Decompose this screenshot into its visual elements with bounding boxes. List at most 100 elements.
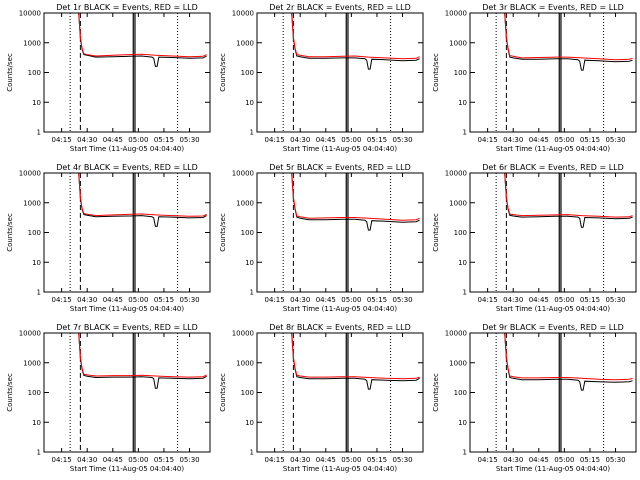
chart-panel: Det 1r BLACK = Events, RED = LLD 1 10 100 10… bbox=[6, 3, 211, 153]
series-line-events bbox=[291, 12, 420, 70]
x-axis-label: Start Time (11-Aug-05 04:04:40) bbox=[283, 305, 397, 313]
x-tick-label: 04:15 bbox=[265, 456, 285, 464]
chart-panel: Det 2r BLACK = Events, RED = LLD 1 10 100 10… bbox=[219, 3, 424, 153]
x-axis-label: Start Time (11-Aug-05 04:04:40) bbox=[496, 305, 610, 313]
x-axis-label: Start Time (11-Aug-05 04:04:40) bbox=[496, 145, 610, 153]
x-tick-label: 04:45 bbox=[529, 136, 549, 144]
x-tick-label: 05:30 bbox=[179, 296, 199, 304]
chart-title: Det 5r BLACK = Events, RED = LLD bbox=[269, 163, 411, 172]
plot-frame bbox=[43, 12, 211, 133]
y-tick-label: 100 bbox=[241, 69, 254, 77]
chart-title: Det 7r BLACK = Events, RED = LLD bbox=[56, 323, 198, 332]
x-tick-label: 04:45 bbox=[103, 296, 123, 304]
x-tick-label: 04:30 bbox=[77, 136, 97, 144]
chart-panel: Det 5r BLACK = Events, RED = LLD 1 10 100 10… bbox=[219, 163, 424, 313]
x-tick-label: 05:30 bbox=[392, 456, 412, 464]
chart-title: Det 6r BLACK = Events, RED = LLD bbox=[482, 163, 624, 172]
x-tick-label: 04:30 bbox=[77, 296, 97, 304]
x-tick-label: 04:15 bbox=[52, 296, 72, 304]
chart-title: Det 4r BLACK = Events, RED = LLD bbox=[56, 163, 198, 172]
y-axis-label: Counts/sec bbox=[219, 53, 227, 92]
plot-frame bbox=[43, 332, 211, 453]
x-tick-label: 04:45 bbox=[316, 456, 336, 464]
chart-panel: Det 4r BLACK = Events, RED = LLD 1 10 100 10… bbox=[6, 163, 211, 313]
y-tick-label: 10000 bbox=[232, 10, 254, 18]
x-axis-label: Start Time (11-Aug-05 04:04:40) bbox=[283, 465, 397, 473]
y-tick-label: 100 bbox=[454, 389, 467, 397]
series-line-events bbox=[291, 172, 420, 231]
chart-panel: Det 6r BLACK = Events, RED = LLD 1 10 100 10… bbox=[432, 163, 637, 313]
y-axis-label: Counts/sec bbox=[6, 53, 14, 92]
y-tick-label: 100 bbox=[28, 229, 41, 237]
y-tick-label: 1 bbox=[250, 449, 254, 457]
x-tick-label: 04:15 bbox=[478, 296, 498, 304]
y-tick-label: 1000 bbox=[449, 39, 467, 47]
y-tick-label: 1000 bbox=[449, 199, 467, 207]
y-tick-label: 1 bbox=[463, 449, 467, 457]
x-tick-label: 05:00 bbox=[341, 456, 361, 464]
y-tick-label: 10 bbox=[245, 99, 254, 107]
x-axis-label: Start Time (11-Aug-05 04:04:40) bbox=[496, 465, 610, 473]
x-tick-label: 05:15 bbox=[580, 456, 600, 464]
x-tick-label: 05:00 bbox=[341, 136, 361, 144]
y-axis-label: Counts/sec bbox=[219, 213, 227, 252]
y-tick-label: 10000 bbox=[232, 170, 254, 178]
y-tick-label: 1000 bbox=[236, 359, 254, 367]
series-line-events bbox=[504, 12, 633, 71]
y-tick-label: 10000 bbox=[232, 330, 254, 338]
y-tick-label: 1000 bbox=[449, 359, 467, 367]
y-tick-label: 10000 bbox=[19, 10, 41, 18]
x-tick-label: 05:00 bbox=[128, 456, 148, 464]
y-tick-label: 10 bbox=[458, 99, 467, 107]
series-line-lld bbox=[291, 332, 420, 380]
y-tick-label: 100 bbox=[241, 389, 254, 397]
y-tick-label: 10000 bbox=[445, 330, 467, 338]
x-tick-label: 05:15 bbox=[154, 296, 174, 304]
chart-panel: Det 3r BLACK = Events, RED = LLD 1 10 100 10… bbox=[432, 3, 637, 153]
series-line-lld bbox=[291, 12, 420, 60]
y-tick-label: 1 bbox=[37, 129, 41, 137]
y-tick-label: 1000 bbox=[236, 39, 254, 47]
series-line-lld bbox=[504, 332, 633, 381]
plot-frame bbox=[256, 332, 424, 453]
y-tick-label: 1 bbox=[463, 289, 467, 297]
x-tick-label: 04:30 bbox=[290, 456, 310, 464]
series-line-events bbox=[291, 332, 420, 390]
x-tick-label: 05:15 bbox=[367, 296, 387, 304]
x-tick-label: 05:00 bbox=[554, 136, 574, 144]
y-tick-label: 10 bbox=[458, 259, 467, 267]
y-tick-label: 1000 bbox=[23, 199, 41, 207]
x-tick-label: 04:30 bbox=[503, 136, 523, 144]
y-tick-label: 1 bbox=[37, 449, 41, 457]
plot-frame bbox=[43, 172, 211, 293]
y-tick-label: 10000 bbox=[19, 170, 41, 178]
plot-frame bbox=[469, 332, 637, 453]
x-tick-label: 05:15 bbox=[580, 296, 600, 304]
x-tick-label: 04:30 bbox=[290, 296, 310, 304]
x-axis-label: Start Time (11-Aug-05 04:04:40) bbox=[70, 145, 184, 153]
x-tick-label: 05:30 bbox=[179, 136, 199, 144]
y-tick-label: 10 bbox=[32, 99, 41, 107]
y-tick-label: 100 bbox=[454, 229, 467, 237]
y-axis-label: Counts/sec bbox=[6, 373, 14, 412]
y-tick-label: 100 bbox=[28, 69, 41, 77]
x-tick-label: 05:15 bbox=[580, 136, 600, 144]
x-tick-label: 04:45 bbox=[529, 296, 549, 304]
plot-frame bbox=[256, 12, 424, 133]
x-tick-label: 05:00 bbox=[128, 296, 148, 304]
chart-title: Det 9r BLACK = Events, RED = LLD bbox=[482, 323, 624, 332]
y-axis-label: Counts/sec bbox=[6, 213, 14, 252]
y-tick-label: 10 bbox=[245, 259, 254, 267]
y-axis-label: Counts/sec bbox=[432, 373, 440, 412]
series-line-events bbox=[78, 12, 207, 67]
y-tick-label: 100 bbox=[454, 69, 467, 77]
series-line-lld bbox=[78, 12, 207, 58]
y-tick-label: 1 bbox=[463, 129, 467, 137]
chart-panel: Det 9r BLACK = Events, RED = LLD 1 10 100 10… bbox=[432, 323, 637, 473]
x-tick-label: 05:30 bbox=[605, 136, 625, 144]
x-tick-label: 04:30 bbox=[503, 456, 523, 464]
series-line-lld bbox=[504, 172, 633, 218]
chart-panel: Det 7r BLACK = Events, RED = LLD 1 10 100 10… bbox=[6, 323, 211, 473]
y-tick-label: 1000 bbox=[23, 359, 41, 367]
